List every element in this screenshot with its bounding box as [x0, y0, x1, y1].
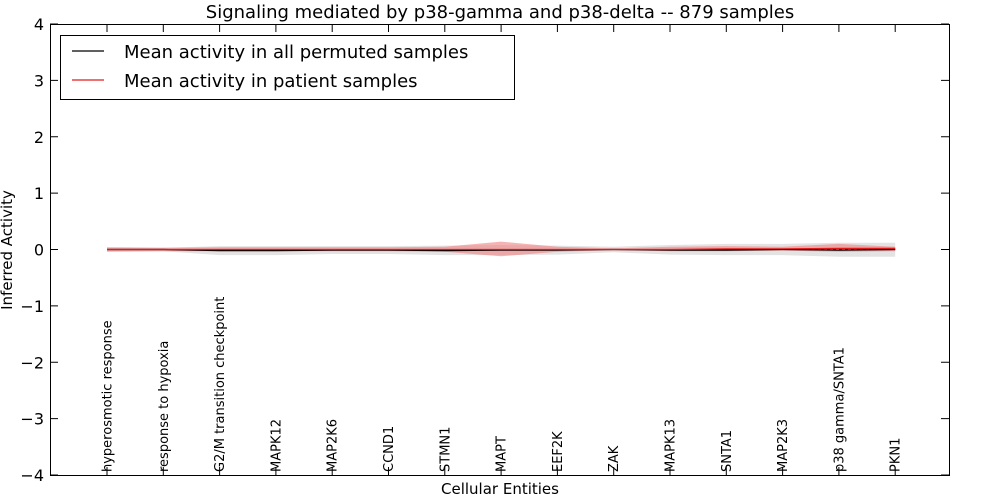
x-axis-label: Cellular Entities	[441, 480, 559, 498]
xtick-label: response to hypoxia	[157, 341, 172, 472]
xtick-label: MAP2K3	[776, 419, 791, 472]
series-lines	[107, 247, 896, 252]
xtick-label: CCND1	[382, 426, 397, 472]
xtick-label: PKN1	[889, 438, 904, 472]
x-axis: hyperosmotic response response to hypoxia…	[101, 24, 904, 475]
xtick-label: EEF2K	[551, 431, 566, 472]
legend: Mean activity in all permuted samples Me…	[60, 35, 515, 100]
legend-label-patient: Mean activity in patient samples	[124, 71, 418, 92]
ytick-label: 4	[34, 15, 44, 34]
chart-title: Signaling mediated by p38-gamma and p38-…	[206, 2, 794, 23]
xtick-label: STMN1	[438, 427, 453, 472]
xtick-label: MAP2K6	[326, 419, 341, 472]
y-axis-label: Inferred Activity	[0, 190, 16, 310]
xtick-label: hyperosmotic response	[101, 320, 116, 472]
ytick-label: 1	[34, 184, 44, 203]
ytick-label: −4	[20, 466, 44, 485]
y-axis: −4 −3 −2 −1 0 1 2 3 4	[20, 15, 949, 485]
legend-label-permuted: Mean activity in all permuted samples	[124, 42, 468, 63]
ytick-label: −1	[20, 297, 44, 316]
ytick-label: 0	[34, 241, 44, 260]
ytick-label: 3	[34, 71, 44, 90]
legend-frame	[60, 35, 515, 100]
ytick-label: −2	[20, 353, 44, 372]
xtick-label: p38 gamma/SNTA1	[832, 347, 847, 472]
xtick-label: MAPK12	[269, 419, 284, 472]
xtick-label: MAPK13	[664, 419, 679, 472]
xtick-label: SNTA1	[720, 430, 735, 472]
ytick-label: −3	[20, 410, 44, 429]
ytick-label: 2	[34, 128, 44, 147]
xtick-label: G2/M transition checkpoint	[213, 297, 228, 472]
xtick-label: MAPT	[495, 436, 510, 472]
xtick-label: ZAK	[607, 445, 622, 472]
line-series-1	[107, 247, 896, 251]
